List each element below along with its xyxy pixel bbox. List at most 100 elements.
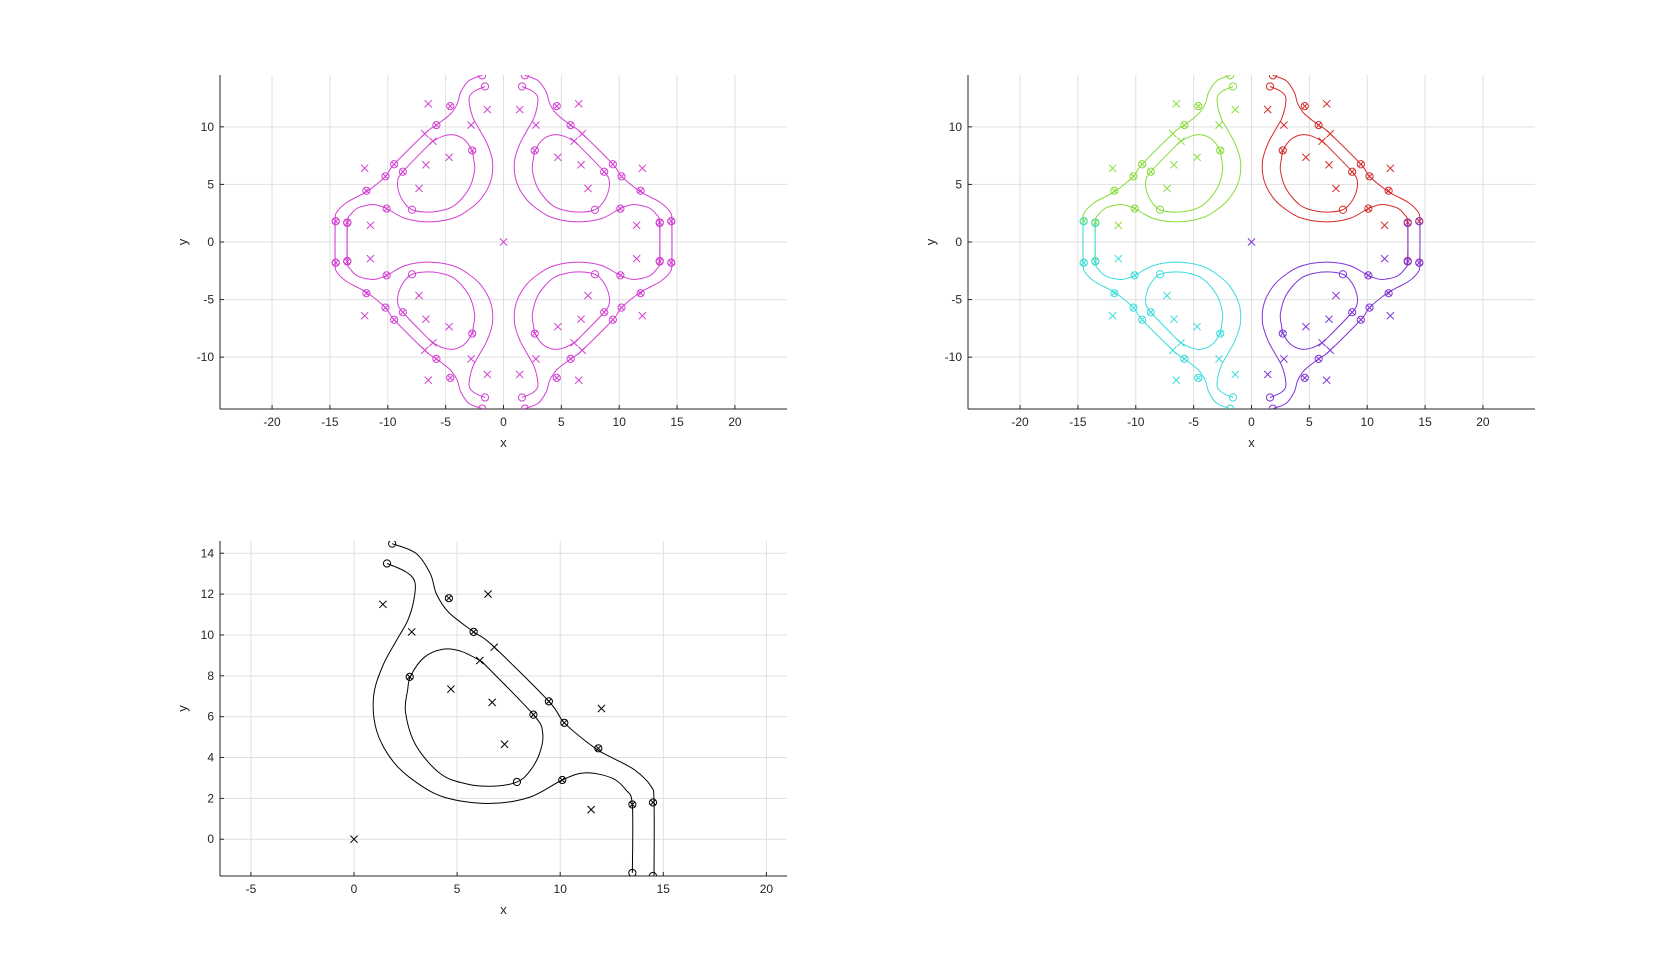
data-point-cross — [1114, 254, 1123, 263]
data-point-cross-in-circle — [344, 219, 351, 226]
data-point-cross-in-circle — [656, 258, 663, 265]
y-tick-label: 0 — [207, 832, 214, 846]
data-point-cross-in-circle — [1315, 122, 1322, 128]
data-point-cross-in-circle — [1092, 219, 1099, 226]
x-axis-label: x — [1248, 435, 1255, 450]
data-layer — [331, 75, 676, 409]
data-point-circle — [1110, 186, 1119, 195]
data-point-cross-in-circle — [446, 595, 452, 602]
data-point-cross-in-circle — [1357, 161, 1364, 168]
data-point-circle — [628, 868, 637, 876]
data-point-cross — [1215, 354, 1224, 363]
data-point-cross — [483, 105, 492, 114]
data-point-cross — [415, 291, 423, 300]
data-point-cross-in-circle — [447, 103, 454, 109]
data-point-circle — [1338, 270, 1348, 279]
data-point-cross-in-circle — [433, 356, 440, 362]
quadrant-q4 — [513, 217, 676, 409]
data-point-cross — [1332, 184, 1340, 193]
data-point-cross-in-circle — [382, 173, 389, 180]
data-point-cross — [1172, 99, 1181, 108]
data-point-cross — [1279, 121, 1288, 130]
data-point-circle — [1265, 393, 1275, 402]
data-point-cross-in-circle — [656, 219, 663, 226]
data-point-cross-in-circle — [332, 218, 339, 225]
data-point-cross — [360, 311, 369, 320]
data-point-cross — [1386, 311, 1395, 320]
x-tick-label: 5 — [558, 415, 565, 429]
data-point-cross — [483, 370, 492, 379]
data-point-cross-in-circle — [383, 205, 390, 212]
series-line-inner-loop — [1279, 134, 1359, 213]
data-point-circle — [1091, 218, 1100, 228]
data-point-cross — [1301, 153, 1310, 162]
data-point-cross-in-circle — [629, 801, 636, 808]
data-point-circle — [600, 167, 609, 176]
data-point-cross-in-circle — [1366, 173, 1373, 180]
data-point-cross — [1168, 346, 1177, 355]
x-tick-label: 0 — [500, 415, 507, 429]
quadrant-q3 — [331, 217, 494, 409]
data-point-circle — [1314, 121, 1323, 130]
data-point-cross — [1386, 164, 1395, 173]
x-tick-label: 15 — [1418, 415, 1432, 429]
data-point-circle — [1338, 205, 1348, 214]
data-point-circle — [616, 204, 625, 213]
data-point-cross — [577, 160, 585, 169]
data-point-cross — [445, 153, 454, 162]
data-point-cross — [490, 643, 499, 652]
data-point-cross-in-circle — [399, 309, 406, 316]
data-point-cross-in-circle — [469, 330, 476, 337]
x-tick-label: -15 — [1069, 415, 1087, 429]
series-line-inner-loop — [396, 134, 476, 213]
data-point-cross-in-circle — [1315, 356, 1322, 362]
data-point-cross-in-circle — [1147, 168, 1154, 175]
x-tick-label: 0 — [1248, 415, 1255, 429]
data-point-cross-in-circle — [1366, 304, 1373, 311]
data-point-circle — [398, 167, 407, 176]
y-tick-label: 10 — [201, 120, 215, 134]
data-point-cross-in-circle — [399, 168, 406, 175]
data-point-cross-in-circle — [601, 309, 608, 316]
y-tick-label: -5 — [203, 293, 214, 307]
data-point-cross — [570, 338, 579, 347]
data-point-circle — [566, 121, 575, 130]
series-line-inner-loop — [396, 271, 476, 350]
data-point-cross — [420, 129, 429, 138]
data-point-circle — [405, 672, 414, 681]
data-point-cross — [1263, 105, 1272, 114]
data-point-cross — [515, 370, 524, 379]
data-point-circle — [382, 271, 391, 280]
data-point-cross-in-circle — [363, 187, 370, 194]
data-point-circle — [432, 121, 441, 130]
series-line-inner-curve — [346, 222, 494, 398]
series-line-inner-loop — [1144, 134, 1224, 213]
data-point-cross-in-circle — [559, 777, 566, 783]
data-point-circle — [566, 354, 575, 363]
data-point-cross-in-circle — [1349, 309, 1356, 316]
data-point-cross — [1168, 129, 1177, 138]
data-point-circle — [1110, 289, 1119, 298]
data-point-circle — [331, 258, 340, 267]
data-point-cross — [1332, 291, 1340, 300]
data-point-circle — [560, 718, 569, 727]
data-point-cross-in-circle — [1385, 187, 1392, 194]
data-point-circle — [648, 798, 658, 807]
data-point-circle — [390, 160, 399, 169]
data-point-cross — [1380, 254, 1389, 263]
data-point-cross-in-circle — [344, 258, 351, 265]
data-point-cross — [531, 354, 540, 363]
data-point-cross — [1176, 338, 1185, 347]
data-point-cross-in-circle — [1130, 304, 1137, 311]
center-point-cross — [350, 835, 358, 844]
data-point-circle — [469, 627, 478, 636]
data-point-circle — [1129, 172, 1138, 181]
data-point-cross-in-circle — [1147, 309, 1154, 316]
quadrant-q3 — [1079, 217, 1242, 409]
data-point-cross — [1108, 311, 1117, 320]
series-line-inner-curve — [1261, 86, 1409, 262]
data-point-cross-in-circle — [637, 290, 644, 297]
data-point-cross-in-circle — [1279, 330, 1286, 337]
data-point-cross-in-circle — [546, 698, 552, 705]
data-point-cross-in-circle — [391, 316, 398, 323]
